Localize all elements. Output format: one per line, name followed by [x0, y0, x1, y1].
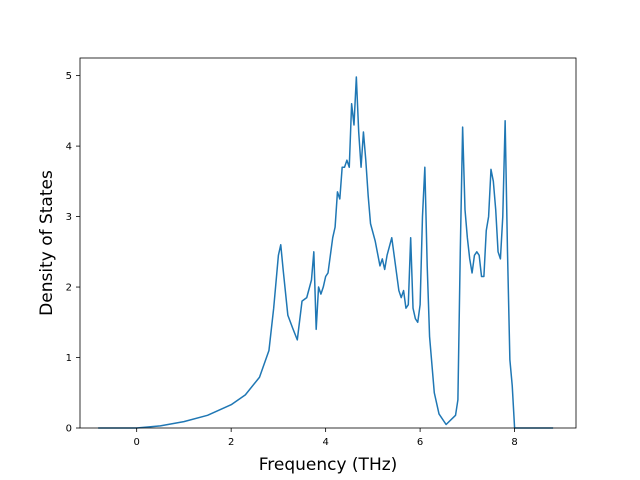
x-axis-label: Frequency (THz): [259, 455, 398, 475]
x-tick-label: 0: [133, 437, 139, 448]
plot-area: [98, 76, 554, 429]
x-axis: 0 2 4 6 8: [133, 428, 518, 448]
y-tick-label: 5: [66, 71, 72, 82]
axes-frame: [79, 57, 577, 429]
x-tick-label: 6: [417, 437, 423, 448]
y-axis-label: Density of States: [37, 170, 57, 316]
x-tick-label: 8: [511, 437, 517, 448]
y-tick-label: 1: [66, 353, 72, 364]
y-tick-label: 3: [66, 212, 72, 223]
x-tick-label: 2: [228, 437, 234, 448]
y-axis: 0 1 2 3 4 5: [66, 71, 80, 435]
y-tick-label: 2: [66, 283, 72, 294]
y-tick-label: 4: [66, 142, 72, 153]
dos-line: [98, 76, 554, 429]
x-tick-label: 4: [322, 437, 328, 448]
y-tick-label: 0: [66, 424, 72, 435]
